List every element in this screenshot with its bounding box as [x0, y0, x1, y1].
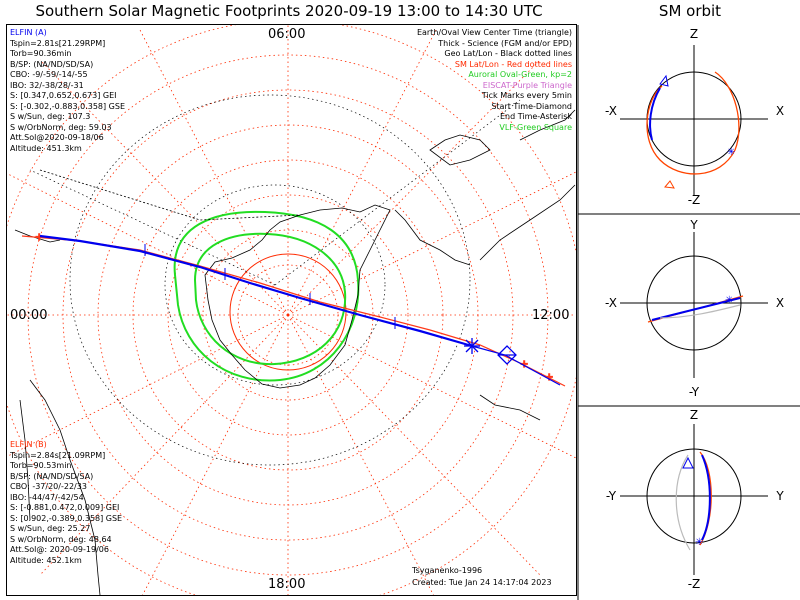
- panel2-bottom: -Y: [688, 385, 700, 399]
- credit-author: Tsyganenko-1996: [412, 566, 483, 575]
- panel3-top: Z: [689, 408, 699, 422]
- mlt-label-left: 00:00: [10, 308, 48, 323]
- elfin-a-line: Altitude: 451.3km: [10, 143, 82, 153]
- panel2-right: X: [775, 296, 785, 310]
- auroral-oval: [173, 210, 360, 382]
- elfin-a-line: B/SP: (NA/ND/SD/SA): [10, 59, 94, 69]
- svg-text:✳: ✳: [725, 295, 733, 306]
- elfin-b-line: S: [-0.881,0.472,0.009] GEI: [10, 503, 120, 512]
- elfin-a-line: Tspin=2.81s[21.29RPM]: [10, 38, 106, 48]
- elfin-a-line: Att.Sol@2020-09-18/06: [10, 133, 104, 142]
- panel2-left: -X: [605, 296, 617, 310]
- elfin-a-name: ELFIN (A): [10, 28, 47, 37]
- elfin-a-line: IBO: 32/-38/28/-31: [10, 80, 84, 90]
- legend-item: SM Lat/Lon - Red dotted lines: [454, 59, 572, 69]
- svg-text:✳: ✳: [727, 147, 735, 158]
- elfin-b-name: ELFIN (B): [10, 440, 47, 449]
- svg-text:+: +: [520, 359, 528, 370]
- legend: Earth/Oval View Center Time (triangle) Th…: [417, 28, 572, 133]
- elfin-b-line: S w/Sun, deg: 25.27: [10, 524, 91, 533]
- end-asterisk: [464, 338, 480, 354]
- elfin-a-line: S: [-0.302,-0.883,0.358] GSE: [10, 101, 125, 111]
- credit-created: Created: Tue Jan 24 14:17:04 2023: [412, 578, 552, 587]
- start-diamond: [497, 345, 517, 365]
- elfin-a-line: S: [0.347,0.652,0.673] GEI: [10, 91, 117, 100]
- elfin-a-line: CBO: -9/-59/-14/-55: [10, 70, 88, 79]
- panel3-bottom: -Z: [687, 577, 701, 591]
- mlt-label-bottom: 18:00: [268, 577, 306, 592]
- panel1-right: X: [775, 104, 785, 118]
- elfin-b-line: S w/OrbNorm, deg: 48.64: [10, 534, 112, 544]
- legend-item: Earth/Oval View Center Time (triangle): [416, 28, 572, 37]
- legend-item: Thick - Science (FGM and/or EPD): [438, 38, 572, 48]
- legend-item: Tick Marks every 5min: [481, 91, 572, 100]
- svg-text:+: +: [35, 232, 43, 243]
- legend-item: EISCAT-Purple Triangle: [482, 80, 572, 90]
- elfin-b-lines: Tspin=2.84s[21.09RPM] Torb=90.53min B/SP: …: [10, 451, 122, 567]
- panel1-bottom: -Z: [687, 193, 701, 207]
- polar-map-frame: [6, 24, 577, 596]
- elfin-a-line: S w/OrbNorm, deg: 59.03: [10, 122, 112, 132]
- elfin-b-line: IBO: -44/47/-42/54: [10, 492, 84, 502]
- elfin-b-info: ELFIN (B) Tspin=2.84s[21.09RPM] Torb=90.5…: [10, 440, 122, 566]
- legend-item: VLF-Green Square: [499, 122, 572, 132]
- orbit-title: SM orbit: [658, 2, 722, 20]
- legend-item: End Time-Asterisk: [499, 112, 572, 121]
- panel1-left: -X: [605, 104, 617, 118]
- continents: [14, 109, 576, 595]
- legend-item: Start Time-Diamond: [491, 101, 572, 111]
- orbit-panel-xy: ✳: [620, 232, 768, 378]
- elfin-a-lines: Tspin=2.81s[21.29RPM] Torb=90.36min B/SP: …: [10, 39, 125, 155]
- elfin-a-line: Torb=90.36min: [10, 49, 72, 58]
- elfin-a-line: S w/Sun, deg: 107.3: [10, 112, 91, 121]
- geo-grid: [29, 94, 521, 466]
- elfin-b-line: CBO: -37/20/-22/33: [10, 482, 87, 491]
- svg-text:✳: ✳: [695, 537, 703, 548]
- elfin-b-line: Att.Sol@: 2020-09-19/06: [10, 545, 109, 554]
- panel2-top: Y: [690, 218, 698, 232]
- elfin-b-line: B/SP: (NA/ND/SD/SA): [10, 471, 94, 481]
- panel1-top: Z: [689, 27, 699, 41]
- elfin-b-line: S: [0.902,-0.389,0.358] GSE: [10, 513, 123, 523]
- panel3-left: -Y: [605, 489, 617, 503]
- panel3-right: Y: [776, 489, 784, 503]
- legend-item: Auroral Oval-Green, kp=2: [468, 70, 572, 79]
- track-ticks: [144, 244, 396, 329]
- mlt-label-right: 12:00: [532, 308, 570, 323]
- page-title: Southern Solar Magnetic Footprints 2020-…: [35, 2, 543, 20]
- elfin-b-line: Tspin=2.84s[21.09RPM]: [10, 450, 106, 460]
- elfin-a-info: ELFIN (A) Tspin=2.81s[21.29RPM] Torb=90.3…: [10, 28, 125, 154]
- legend-item: Geo Lat/Lon - Black dotted lines: [444, 49, 572, 58]
- orbit-panel-xz: ✳: [620, 45, 768, 195]
- elfin-b-line: Altitude: 452.1km: [10, 555, 82, 565]
- mlt-label-top: 06:00: [268, 27, 306, 42]
- orbit-panel-yz: ✳: [620, 424, 768, 575]
- svg-text:+: +: [545, 372, 553, 383]
- elfin-b-line: Torb=90.53min: [10, 461, 72, 470]
